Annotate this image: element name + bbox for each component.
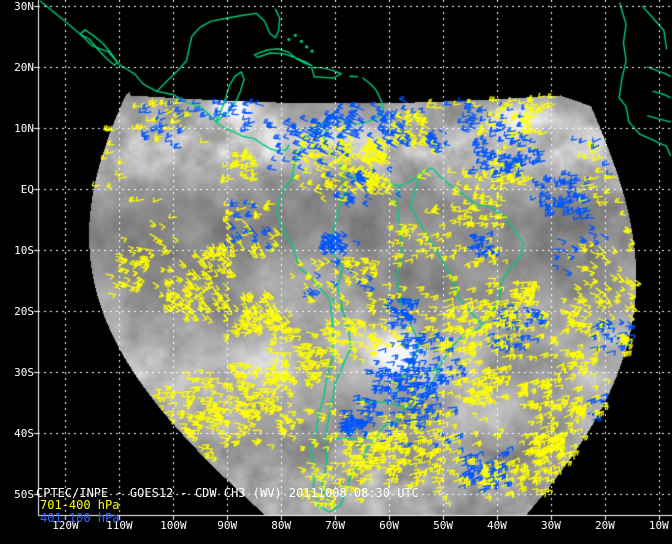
x-tick-40w: 40W — [487, 519, 507, 532]
x-tick-70w: 70W — [325, 519, 346, 532]
x-tick-110w: 110W — [106, 519, 133, 532]
x-tick-30w: 30W — [540, 519, 561, 532]
x-tick-10w: 10W — [648, 519, 669, 532]
y-tick-50s: 50S — [14, 487, 34, 501]
legend-high-level: 401-100 hPa — [40, 511, 120, 525]
x-tick-90w: 90W — [217, 519, 238, 532]
legend-mid-level: 701-400 hPa — [40, 498, 120, 512]
x-tick-100w: 100W — [160, 519, 187, 532]
x-tick-60w: 60W — [379, 519, 399, 532]
y-tick-10s: 10S — [14, 243, 34, 257]
y-tick-30s: 30S — [14, 365, 34, 379]
x-tick-50w: 50W — [433, 519, 453, 532]
y-tick-30n: 30N — [14, 0, 34, 14]
x-tick-80w: 80W — [271, 519, 292, 532]
x-tick-120w: 120W — [52, 519, 79, 532]
y-tick-10n: 10N — [14, 121, 34, 135]
y-tick-40s: 40S — [14, 426, 34, 440]
x-tick-20w: 20W — [594, 519, 615, 532]
y-tick-20s: 20S — [14, 304, 34, 318]
y-tick-20n: 20N — [14, 61, 34, 75]
chart-title: CPTEC/INPE - GOES12 - CDW CH3 (WV) 20111… — [36, 486, 419, 500]
y-tick-eq: EQ — [20, 182, 34, 196]
